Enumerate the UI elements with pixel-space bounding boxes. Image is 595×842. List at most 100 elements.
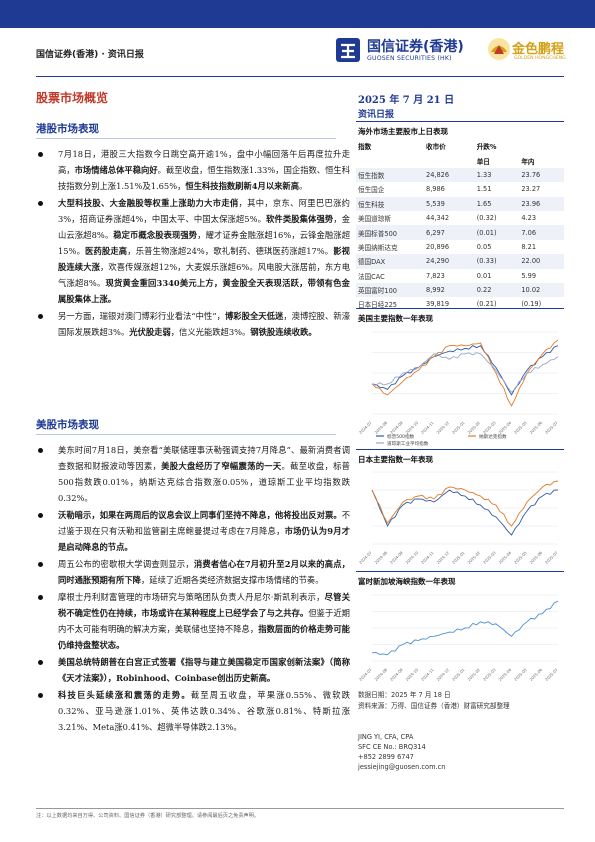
hk-bullet: 大型科技股、大金融股等权重上涨助力大市走俏，其中，京东、阿里巴巴涨约3%，招商证… — [38, 195, 350, 307]
table-cell-value: 23.76 — [519, 167, 564, 183]
x-tick-label: 2024-10 — [404, 550, 419, 565]
col-header-daily: 单日 — [476, 157, 490, 166]
bullet-dot-icon — [38, 595, 43, 600]
footer-note: 注：以上数据均来自万得、公司资料、国信证券（香港）研究部整理。请参阅最后页之免责… — [36, 813, 260, 819]
partner-logo-icon — [488, 38, 510, 60]
right-col-divider — [356, 121, 564, 122]
us-bullet-text: 美东时间7月18日，美奈看“美联储理事沃勒强调支持7月降息”、最新消费者调查数据… — [58, 445, 350, 471]
us-bullet-text: 沃勒暗示，如果在两周后的议息会议上同事们坚持不降息，他将投出反对票。 — [58, 510, 342, 520]
source-note: 数据日期：2025 年 7 月 18 日 资料来源：万得、国信证券（香港）财富研… — [358, 690, 564, 712]
x-tick-label: 2025-06 — [528, 667, 543, 681]
us-bullet-text: 科技巨头延续涨和震荡的走势。 — [58, 690, 191, 700]
table-cell-name: 恒生科技 — [356, 196, 424, 211]
series-line — [371, 489, 559, 536]
table-cell-value: 24,826 — [424, 167, 475, 183]
table-row: 日本日经225 39,819 (0.21) (0.19) — [356, 297, 564, 311]
table-cell-name: 英国富时100 — [356, 282, 424, 298]
table-row: 美国纳斯达克 20,896 0.05 8.21 — [356, 240, 564, 254]
x-tick-label: 2025-07 — [544, 420, 559, 435]
series-line — [371, 600, 559, 656]
analyst-phone: +852 2899 6747 — [358, 753, 414, 761]
hk-bullet-text: 光伏股走弱 — [129, 327, 171, 337]
hk-bullet-text: 大型科技股、大金融股等权重上涨助力大市走俏 — [58, 198, 239, 208]
x-tick-label: 2024-07 — [358, 550, 373, 565]
table-row: 恒生国企 8,986 1.51 23.27 — [356, 182, 564, 196]
report-type: 资讯日报 — [358, 110, 395, 120]
source-date: 数据日期：2025 年 7 月 18 日 — [358, 691, 451, 699]
table-cell-value: 0.05 — [476, 242, 492, 251]
x-tick-label: 2024-11 — [420, 420, 435, 435]
hk-bullet-text: 稳定币概念股表现强势 — [113, 230, 198, 240]
x-tick-label: 2024-10 — [404, 420, 419, 435]
chart2-title: 日本主要指数一年表现 — [358, 455, 433, 464]
legend-label: 标普500指数 — [387, 433, 415, 440]
x-tick-label: 2024-07 — [358, 667, 373, 681]
page-header: 国信证券(香港) · 资讯日报 国信证券(香港) GUOSEN SECURITI… — [0, 28, 595, 78]
table-cell-value: 8,986 — [426, 185, 445, 194]
hk-bullet-text: 。 — [299, 181, 308, 191]
us-bullet-text: 摩根士丹利财富管理的市场研究与策略团队负责人丹尼尔·斯凯利表示， — [58, 592, 325, 602]
table-cell-value: 1.51 — [476, 185, 492, 194]
table-cell-value: (0.33) — [474, 254, 520, 269]
partner-brand-cn: 金色鹏程 — [512, 42, 565, 57]
x-tick-label: 2024-09 — [389, 420, 404, 435]
bullet-dot-icon — [38, 513, 43, 518]
x-tick-label: 2025-03 — [482, 667, 497, 681]
x-tick-label: 2024-09 — [389, 550, 404, 565]
us-bullet-text: 。截至收盘，标普500指数跌0.01%，纳斯达克综合指数涨0.05%，道琼斯工业… — [58, 461, 350, 503]
col-header-close: 收市价 — [426, 143, 446, 152]
table-cell-value: 23.27 — [521, 185, 541, 194]
table-cell-value: 5,539 — [424, 196, 475, 211]
hk-bullet-text: ，耀才证券金融涨超16%，云锋金融涨超15%。 — [58, 230, 350, 256]
x-tick-label: 2024-08 — [373, 550, 388, 565]
japan-index-chart: 2024-07 2024-08 2024-09 2024-10 2024-11 2024-… — [358, 466, 564, 566]
chart3-title: 富时新加坡海峡指数一年表现 — [358, 577, 456, 586]
table-row: 法国CAC 7,823 0.01 5.99 — [356, 269, 564, 283]
bullet-dot-icon — [38, 448, 43, 453]
x-tick-label: 2024-12 — [435, 667, 450, 681]
us-bullet: 沃勒暗示，如果在两周后的议息会议上同事们坚持不降息，他将投出反对票。不过鉴于现在… — [38, 507, 350, 555]
hk-bullet-list: 7月18日，港股三大指数今日跳空高开逾1%，盘中小幅回落午后再度拉升走高，市场情… — [38, 146, 350, 341]
analyst-email[interactable]: jessiejing@guosen.com.cn — [358, 763, 446, 771]
legend-label: 纳斯达克指数 — [479, 433, 507, 440]
hk-bullet-text: 软件类股集体强势 — [266, 214, 334, 224]
table-cell-value: 7.06 — [519, 225, 564, 240]
table-row: 美国标普500 6,297 (0.01) 7.06 — [356, 225, 564, 240]
series-line — [371, 345, 559, 396]
hk-bullet-text: 钢铁股连续收跌。 — [250, 327, 317, 337]
x-tick-label: 2025-02 — [466, 550, 481, 565]
partner-brand-en: GOLDEN HONGCHENG — [514, 56, 566, 61]
us-bullet: 科技巨头延续涨和震荡的走势。截至周五收盘，苹果涨0.55%、微软跌0.32%、亚… — [38, 687, 350, 735]
table-cell-value: 0.01 — [476, 271, 492, 280]
us-bullet: 美东时间7月18日，美奈看“美联储理事沃勒强调支持7月降息”、最新消费者调查数据… — [38, 442, 350, 506]
table-cell-name: 法国CAC — [358, 272, 385, 281]
footer-divider — [36, 808, 564, 809]
us-bullet: 摩根士丹利财富管理的市场研究与策略团队负责人丹尼尔·斯凯利表示，尽管关税不确定性… — [38, 589, 350, 653]
japan-index-chart-svg: 2024-07 2024-08 2024-09 2024-10 2024-11 2024-… — [358, 471, 559, 565]
us-bullet-text: 周五公布的密歇根大学调查则显示， — [58, 559, 194, 569]
table-cell-value: 8,992 — [424, 282, 475, 298]
x-tick-label: 2025-04 — [497, 550, 512, 565]
x-tick-label: 2025-04 — [497, 667, 512, 681]
table-row: 美国道琼斯 44,342 (0.32) 4.23 — [356, 211, 564, 225]
top-banner — [0, 0, 595, 28]
sg-index-chart-svg: 2024-07 2024-08 2024-09 2024-10 2024-11 2024-… — [358, 594, 559, 681]
x-tick-label: 2024-09 — [389, 667, 404, 681]
table-row: 恒生科技 5,539 1.65 23.96 — [356, 196, 564, 211]
x-tick-label: 2025-02 — [466, 667, 481, 681]
x-tick-label: 2024-11 — [420, 667, 435, 681]
x-tick-label: 2025-02 — [466, 420, 481, 435]
chart3-divider — [356, 571, 564, 572]
table-cell-value: 5.99 — [521, 271, 537, 280]
us-section-title: 美股市场表现 — [36, 419, 99, 431]
x-tick-label: 2024-12 — [435, 420, 450, 435]
hk-bullet-text: 另一方面，瑞银对澳门博彩行业看法“中性”， — [58, 311, 225, 321]
x-tick-label: 2025-05 — [513, 420, 528, 435]
table-cell-value: 20,896 — [426, 242, 450, 251]
table-cell-value: (0.32) — [476, 214, 497, 223]
col-header-index: 指数 — [358, 143, 372, 152]
hk-bullet-text: ，欢喜传媒涨超12%，大麦娱乐涨超6%。风电股大涨居前，东方电气涨超8%。 — [58, 262, 350, 288]
table-cell-value: 1.65 — [474, 196, 520, 211]
table-cell-value: 0.22 — [474, 282, 520, 298]
analyst-info: JING YI, CFA, CPA SFC CE No.: BRQ314 +85… — [358, 732, 564, 772]
